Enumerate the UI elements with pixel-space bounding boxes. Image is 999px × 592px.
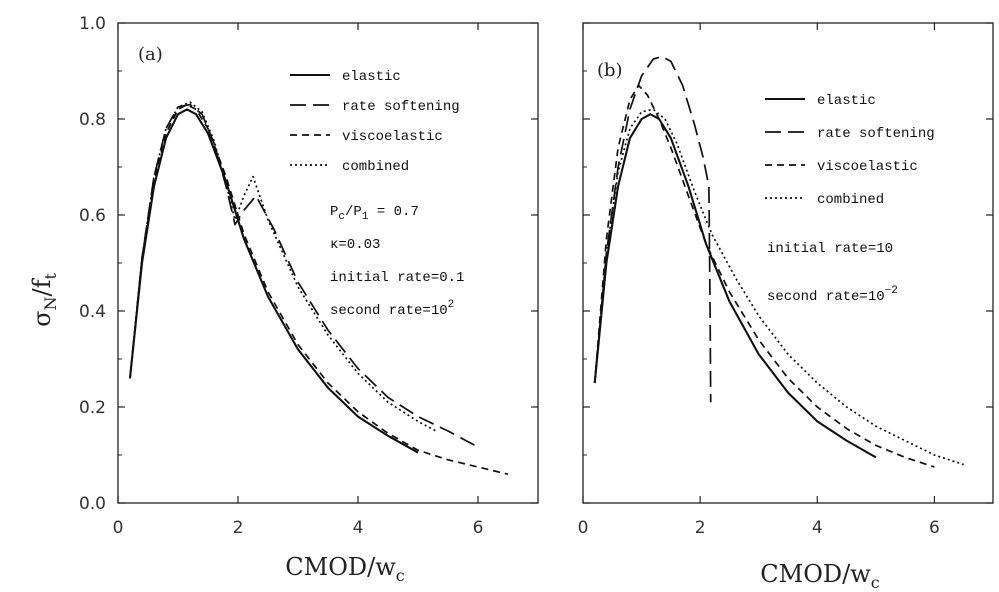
series-lines-a bbox=[128, 101, 509, 476]
y-axis-title-sub-t: t bbox=[41, 273, 60, 280]
plot-frame-a bbox=[117, 22, 539, 504]
series-line-combined bbox=[129, 101, 437, 432]
x-ticks-b: 0 2 4 6 bbox=[578, 23, 940, 538]
legend-b: elastic rate softening viscoelastic combine… bbox=[765, 93, 935, 208]
annotation-text: Pc/P1 = 0.7 bbox=[330, 204, 419, 223]
legend-label: rate softening bbox=[342, 99, 460, 115]
x-axis-title-b-main: CMOD/w bbox=[760, 560, 871, 588]
legend-label: elastic bbox=[817, 93, 876, 109]
y-ticks-a: 0.0 0.2 0.4 0.6 0.8 1.0 bbox=[79, 14, 538, 514]
legend-label: combined bbox=[817, 192, 884, 208]
series-line-combined bbox=[593, 108, 964, 466]
x-axis-title-b: CMOD/wc bbox=[760, 560, 879, 592]
series-line-viscoelastic bbox=[593, 84, 935, 468]
x-tick-label: 2 bbox=[233, 518, 244, 538]
x-ticks-a: 0 2 4 6 bbox=[113, 23, 484, 538]
y-tick-label: 1.0 bbox=[79, 14, 106, 34]
y-ticks-b bbox=[583, 22, 993, 504]
series-line-elastic bbox=[128, 108, 419, 454]
annotation-text: second rate=10−2 bbox=[767, 285, 898, 305]
panel-b: 0 2 4 6 (b) elastic rate softening viscoelast… bbox=[578, 22, 994, 538]
panel-a: 0.0 0.2 0.4 0.6 0.8 1.0 0 2 4 6 (a) elastic rate … bbox=[79, 14, 539, 538]
y-tick-label: 0.2 bbox=[79, 398, 106, 418]
plot-frame-b bbox=[582, 22, 994, 504]
y-tick-label: 0.4 bbox=[79, 302, 106, 322]
x-axis-title-a-main: CMOD/w bbox=[285, 553, 396, 581]
legend-a: elastic rate softening viscoelastic combine… bbox=[290, 69, 460, 175]
annotation-text: second rate=102 bbox=[330, 299, 454, 319]
series-line-viscoelastic bbox=[129, 103, 509, 476]
y-tick-label: 0.6 bbox=[79, 206, 106, 226]
annotation-text: κ=0.03 bbox=[330, 237, 380, 253]
y-axis-title: σN/ft bbox=[28, 273, 60, 327]
legend-label: combined bbox=[342, 159, 409, 175]
x-tick-label: 6 bbox=[473, 518, 484, 538]
y-axis-title-sigma: σ bbox=[28, 311, 56, 327]
y-axis-title-mid: /f bbox=[28, 277, 56, 296]
x-tick-label: 4 bbox=[812, 518, 823, 538]
annotations-b: initial rate=10 second rate=10−2 bbox=[767, 241, 898, 305]
panel-label-a: (a) bbox=[138, 44, 163, 65]
x-axis-title-a: CMOD/wc bbox=[285, 553, 404, 585]
y-tick-label: 0.0 bbox=[79, 494, 106, 514]
legend-label: viscoelastic bbox=[342, 129, 443, 145]
x-tick-label: 0 bbox=[578, 518, 589, 538]
x-tick-label: 2 bbox=[695, 518, 706, 538]
panel-label-b: (b) bbox=[597, 60, 623, 81]
y-tick-label: 0.8 bbox=[79, 110, 106, 130]
series-line-elastic bbox=[593, 113, 877, 459]
y-axis-title-sub-n: N bbox=[41, 297, 60, 311]
legend-label: rate softening bbox=[817, 126, 935, 142]
legend-label: elastic bbox=[342, 69, 401, 85]
annotation-text: initial rate=10 bbox=[767, 241, 893, 257]
series-lines-b bbox=[593, 55, 964, 468]
x-tick-label: 6 bbox=[929, 518, 940, 538]
x-tick-label: 0 bbox=[113, 518, 124, 538]
annotation-text: initial rate=0.1 bbox=[330, 270, 464, 286]
series-line-rate-softening bbox=[593, 55, 712, 403]
x-tick-label: 4 bbox=[353, 518, 364, 538]
x-axis-title-b-sub: c bbox=[871, 573, 880, 592]
x-axis-title-a-sub: c bbox=[396, 566, 405, 585]
legend-label: viscoelastic bbox=[817, 159, 918, 175]
annotations-a: Pc/P1 = 0.7 κ=0.03 initial rate=0.1 second … bbox=[330, 204, 464, 319]
